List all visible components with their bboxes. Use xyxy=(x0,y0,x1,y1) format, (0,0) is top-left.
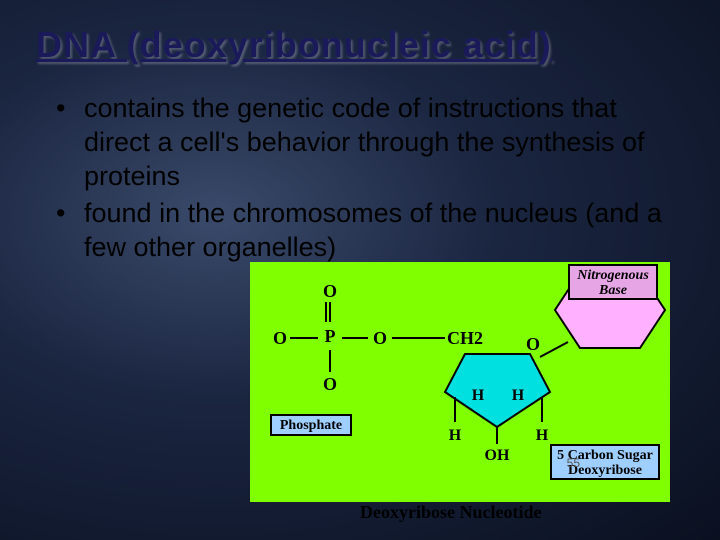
atom-H3: H xyxy=(512,387,525,404)
atom-O-bottom: O xyxy=(323,374,337,394)
atom-P: P xyxy=(325,326,336,346)
atom-O-ring: O xyxy=(526,334,540,354)
atom-H2: H xyxy=(472,387,485,404)
atom-O-top: O xyxy=(323,281,337,301)
atom-O-right: O xyxy=(373,328,387,348)
bullet-item: found in the chromosomes of the nucleus … xyxy=(56,197,684,265)
slide-number: 55 xyxy=(567,456,580,470)
phosphate-label: Phosphate xyxy=(270,414,352,436)
nucleotide-diagram: O P O O O CH2 O H H OH H xyxy=(250,262,670,530)
atom-H4: H xyxy=(536,427,549,444)
atom-CH2: CH2 xyxy=(447,328,483,348)
atom-OH: OH xyxy=(485,447,510,464)
atom-H1: H xyxy=(449,427,462,444)
base-label-text: Nitrogenous Base xyxy=(577,268,649,298)
bullet-list: contains the genetic code of instruction… xyxy=(36,92,684,265)
slide-title: DNA (deoxyribonucleic acid) xyxy=(36,24,684,66)
bullet-item: contains the genetic code of instruction… xyxy=(56,92,684,193)
nitrogenous-base-label: Nitrogenous Base xyxy=(568,264,658,300)
diagram-caption: Deoxyribose Nucleotide xyxy=(360,502,541,523)
atom-O-left: O xyxy=(273,328,287,348)
